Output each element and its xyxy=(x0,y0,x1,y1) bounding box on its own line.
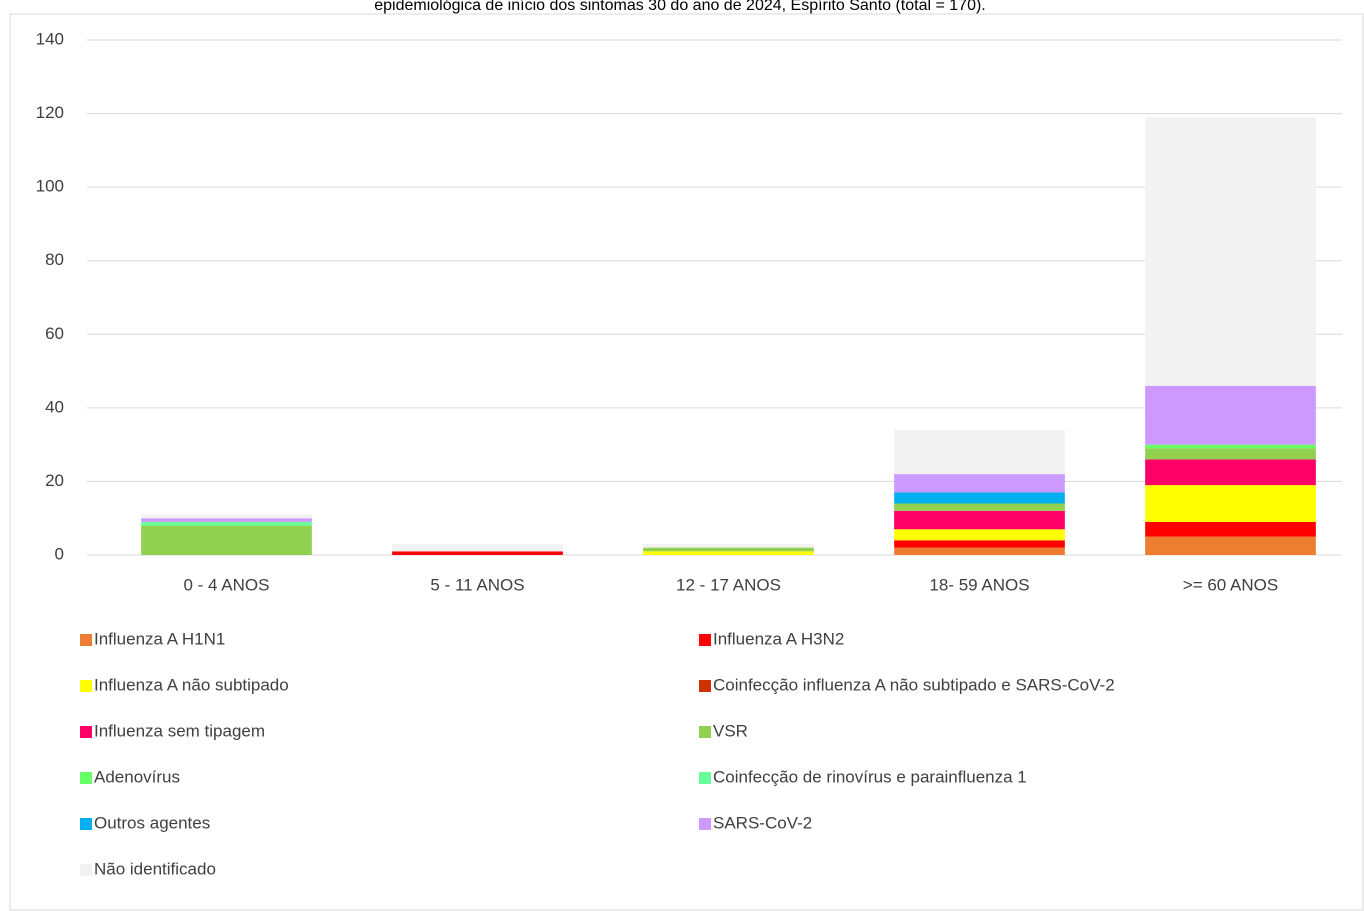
x-tick-label: 12 - 17 ANOS xyxy=(676,575,781,594)
y-tick-label: 120 xyxy=(36,103,64,122)
bar-segment xyxy=(392,543,563,552)
y-tick-label: 100 xyxy=(36,177,64,196)
bar-segment xyxy=(643,547,814,552)
bar-segment xyxy=(894,503,1065,511)
y-tick-label: 20 xyxy=(45,471,64,490)
y-tick-label: 40 xyxy=(45,397,64,416)
bar-segment xyxy=(141,525,312,555)
bar-segment xyxy=(1145,117,1316,386)
legend-label: Não identificado xyxy=(94,859,216,878)
legend-swatch xyxy=(699,726,711,738)
bar-segment xyxy=(1145,459,1316,486)
bar-segment xyxy=(894,529,1065,541)
legend-label: Influenza sem tipagem xyxy=(94,721,265,740)
legend-label: SARS-CoV-2 xyxy=(713,813,812,832)
legend-swatch xyxy=(80,726,92,738)
legend-label: Adenovírus xyxy=(94,767,180,786)
bar-segment xyxy=(1145,448,1316,460)
x-tick-label: 18- 59 ANOS xyxy=(929,575,1029,594)
bar-segment xyxy=(1145,521,1316,537)
bar-segment xyxy=(1145,385,1316,445)
x-tick-label: >= 60 ANOS xyxy=(1183,575,1278,594)
bar-segment xyxy=(1145,444,1316,449)
legend-label: Influenza A H1N1 xyxy=(94,629,225,648)
bar-segment xyxy=(894,540,1065,548)
legend-label: Influenza A não subtipado xyxy=(94,675,289,694)
bar-segment xyxy=(894,429,1065,475)
y-tick-label: 0 xyxy=(55,544,64,563)
legend-swatch xyxy=(80,634,92,646)
legend-swatch xyxy=(80,864,92,876)
bar-segment xyxy=(643,543,814,548)
bar-segment xyxy=(894,510,1065,530)
x-tick-label: 5 - 11 ANOS xyxy=(430,575,524,594)
legend-swatch xyxy=(699,680,711,692)
y-tick-label: 80 xyxy=(45,250,64,269)
legend-label: Influenza A H3N2 xyxy=(713,629,844,648)
legend-swatch xyxy=(699,634,711,646)
legend-label: Outros agentes xyxy=(94,813,210,832)
bar-segment xyxy=(141,521,312,526)
bar-segment xyxy=(643,551,814,555)
bar-segment xyxy=(1145,485,1316,522)
legend-label: Coinfecção influenza A não subtipado e S… xyxy=(713,675,1115,694)
legend-swatch xyxy=(699,772,711,784)
bar-segment xyxy=(392,551,563,555)
bar-segment xyxy=(894,547,1065,555)
legend-swatch xyxy=(80,772,92,784)
bar-segment xyxy=(894,492,1065,504)
legend-swatch xyxy=(80,818,92,830)
bar-segment xyxy=(141,518,312,522)
chart-title: epidemiológica de início dos sintomas 30… xyxy=(374,0,986,14)
bar-segment xyxy=(894,474,1065,493)
x-tick-label: 0 - 4 ANOS xyxy=(184,575,270,594)
legend-label: VSR xyxy=(713,721,748,740)
legend-label: Coinfecção de rinovírus e parainfluenza … xyxy=(713,767,1027,786)
y-tick-label: 60 xyxy=(45,324,64,343)
legend-swatch xyxy=(80,680,92,692)
chart-frame xyxy=(9,13,1364,911)
legend-swatch xyxy=(699,818,711,830)
bar-segment xyxy=(1145,536,1316,555)
y-tick-label: 140 xyxy=(36,29,64,48)
bar-segment xyxy=(141,514,312,519)
